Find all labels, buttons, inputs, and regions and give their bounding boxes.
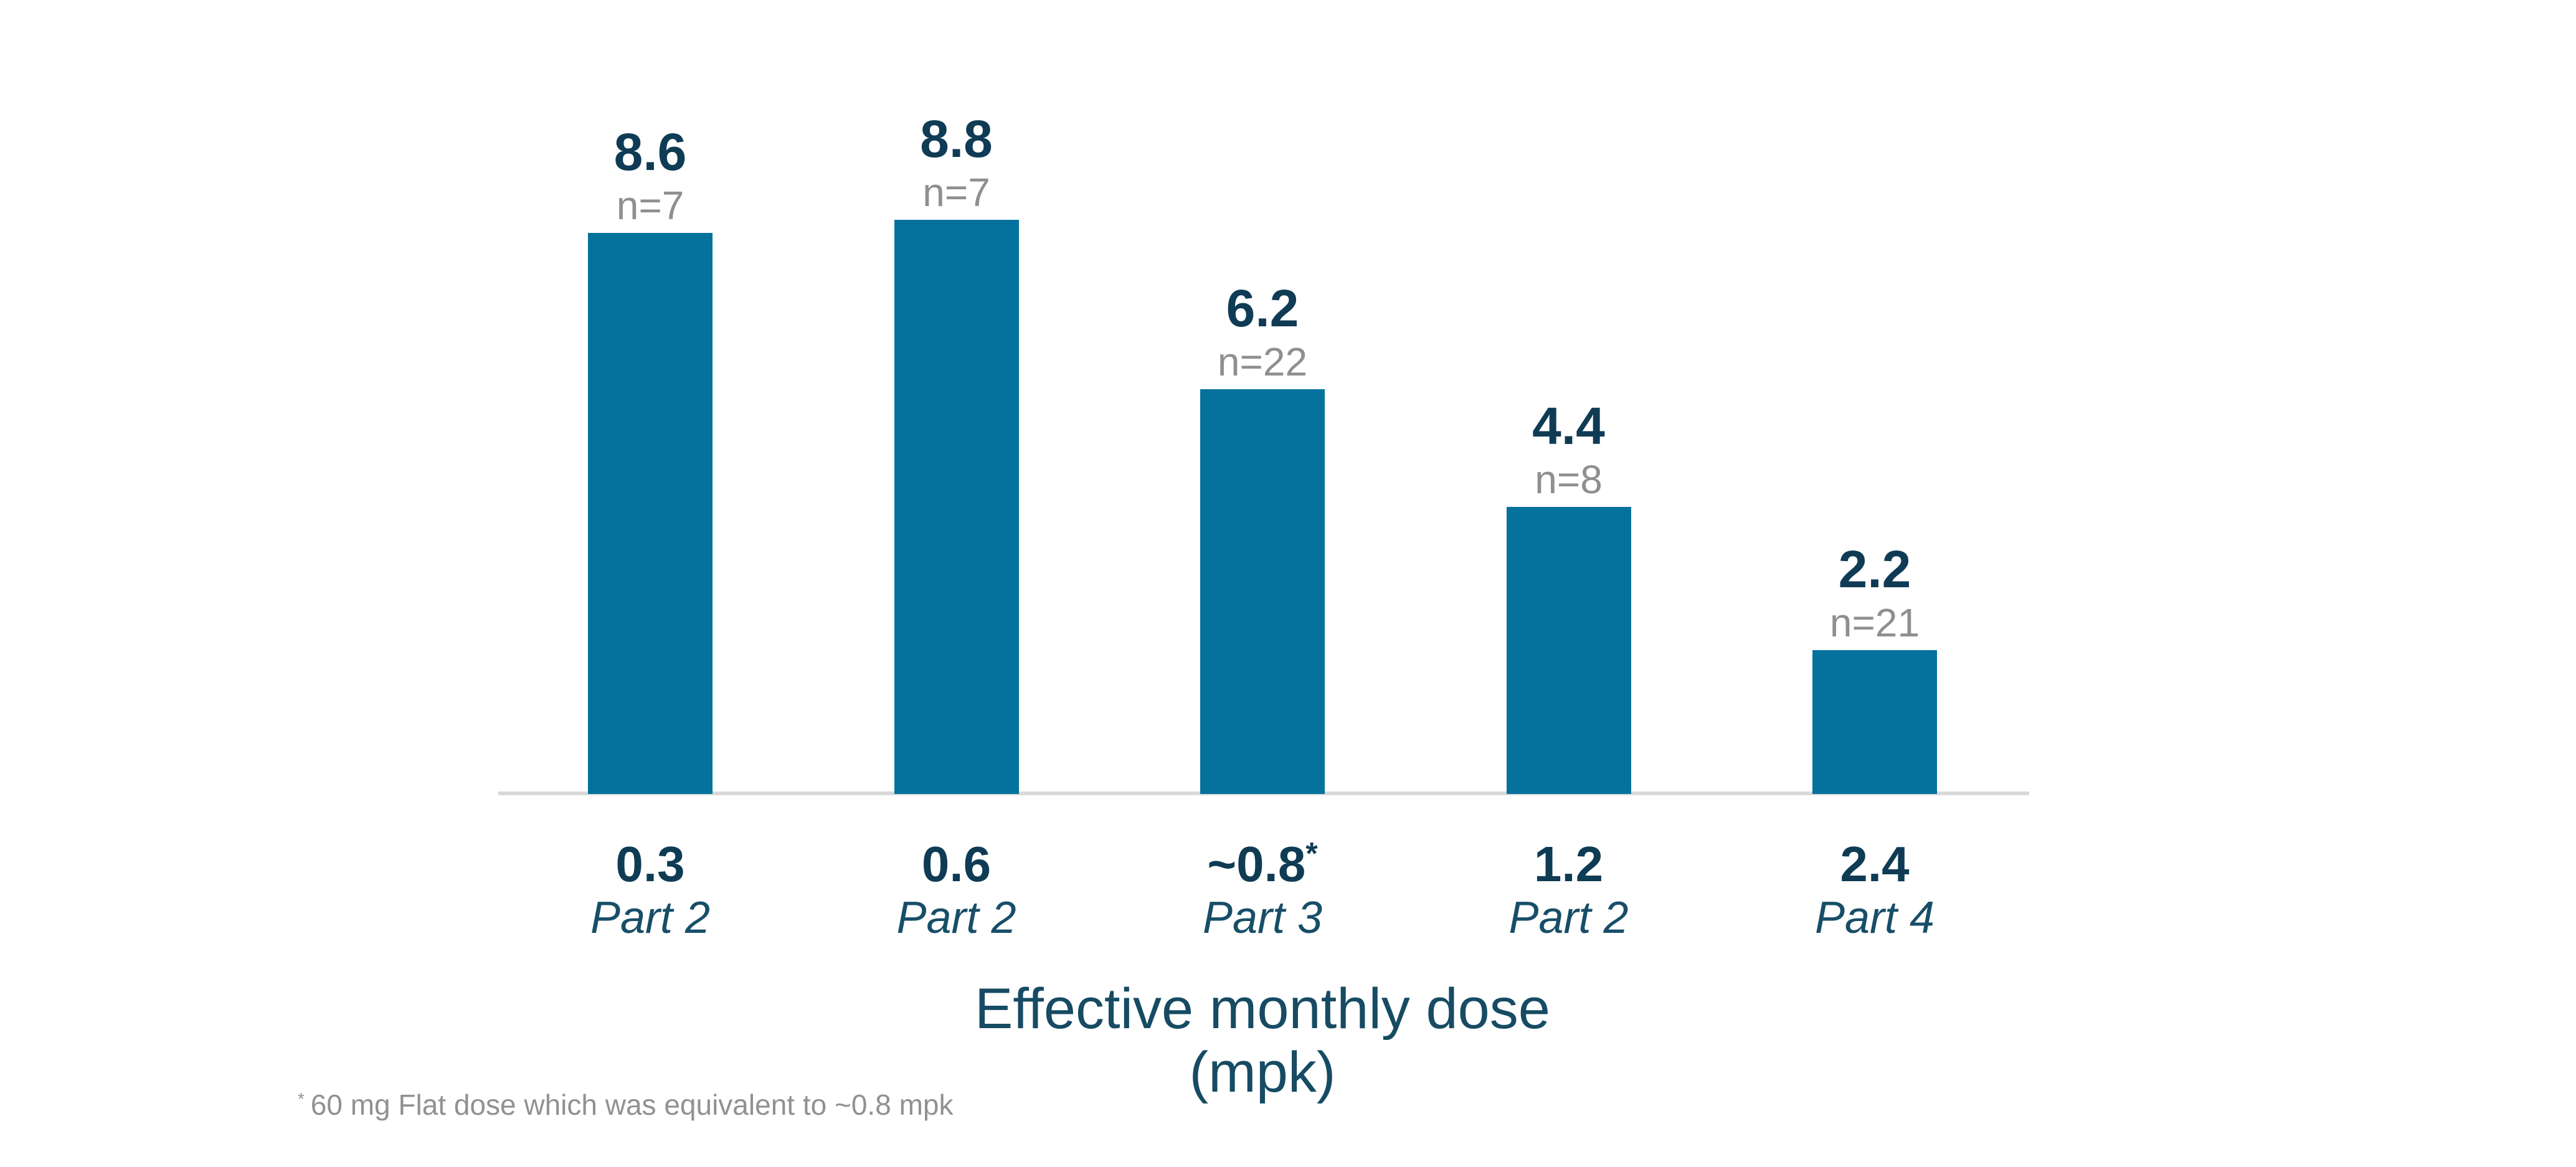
bar: [1200, 389, 1325, 794]
bar-value-label: 8.6: [613, 122, 687, 181]
bar-n-label: n=22: [1217, 339, 1308, 385]
x-axis-title-line1: Effective monthly dose: [975, 977, 1550, 1041]
footnote-asterisk: *: [298, 1089, 305, 1108]
bar-group: 8.6 n=7 0.3 Part 2: [497, 0, 803, 1167]
bar-n-label: n=7: [922, 169, 990, 215]
x-tick-dose-label: 0.6: [921, 836, 992, 892]
dose-asterisk: *: [1305, 836, 1318, 871]
x-tick-part-label: Part 3: [1202, 893, 1323, 943]
bar-value-label: 8.8: [920, 109, 993, 168]
bar-value-label: 2.2: [1838, 540, 1911, 599]
bar: [1506, 506, 1631, 794]
bar-value-label: 6.2: [1226, 279, 1299, 338]
bar-group: 4.4 n=8 1.2 Part 2: [1416, 0, 1722, 1167]
bar: [588, 232, 713, 794]
x-tick-dose-label: 2.4: [1840, 836, 1910, 892]
x-axis-title: Effective monthly dose (mpk): [826, 977, 1698, 1104]
bar-group: 8.8 n=7 0.6 Part 2: [803, 0, 1110, 1167]
bar: [1812, 650, 1937, 794]
x-tick-dose-label: 0.3: [615, 836, 685, 892]
x-tick-part-label: Part 2: [1508, 893, 1629, 943]
x-tick-dose-label: ~0.8*: [1207, 836, 1318, 892]
x-tick-part-label: Part 4: [1814, 893, 1935, 943]
x-tick-dose-label: 1.2: [1533, 836, 1604, 892]
x-axis-title-line2: (mpk): [1189, 1041, 1336, 1104]
x-tick-part-label: Part 2: [896, 893, 1016, 943]
bar: [894, 219, 1019, 794]
bar-group: 2.2 n=21 2.4 Part 4: [1721, 0, 2028, 1167]
bar-n-label: n=7: [616, 182, 684, 228]
footnote-text: 60 mg Flat dose which was equivalent to …: [310, 1089, 954, 1121]
bar-n-label: n=8: [1535, 456, 1603, 502]
footnote: * 60 mg Flat dose which was equivalent to…: [298, 1088, 953, 1122]
bar-value-label: 4.4: [1532, 396, 1605, 455]
bar-n-label: n=21: [1829, 600, 1920, 646]
bar-group: 6.2 n=22 ~0.8* Part 3: [1109, 0, 1416, 1167]
x-tick-part-label: Part 2: [590, 893, 711, 943]
